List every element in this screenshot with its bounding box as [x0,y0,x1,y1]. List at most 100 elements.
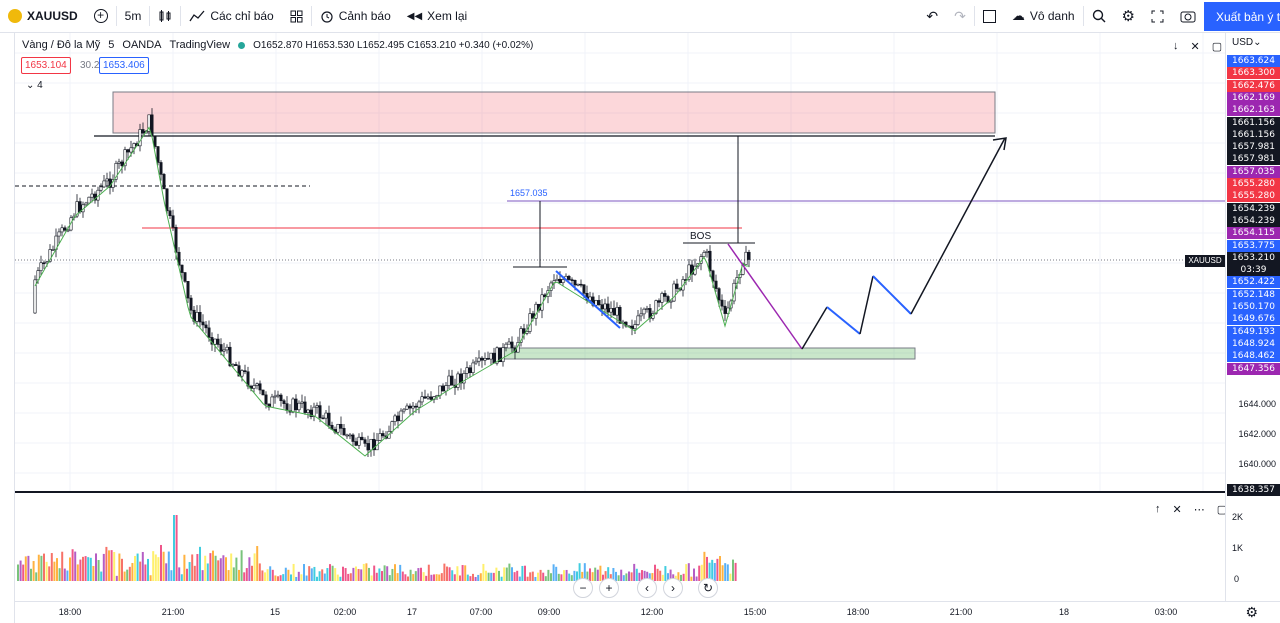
compare-button[interactable]: + [86,0,116,33]
square-icon [982,9,996,23]
volume-bar [227,570,230,581]
price-axis-label: 1649.676 [1227,313,1280,326]
volume-bar [180,574,183,581]
volume-bar [245,568,248,581]
price-axis-label: 1648.462 [1227,350,1280,363]
volume-bar [154,554,157,581]
camera-icon [1180,11,1196,23]
volume-bar [160,544,162,581]
fullscreen-button[interactable] [1143,0,1172,33]
arrow-up-icon[interactable]: ↑ [1155,503,1161,515]
supply-zone [112,91,996,134]
candle-body [441,385,445,392]
indicators-toggle[interactable]: ⌄ 4 [26,80,43,91]
volume-bar [477,574,480,581]
chart-pane[interactable]: 1657.035 BOS [15,33,1225,601]
volume-bar [368,567,370,581]
symbol-search[interactable]: XAUUSD [0,0,86,33]
layout-name-button[interactable]: ☁ Vô danh [1004,0,1083,33]
snapshot-button[interactable] [1172,0,1204,33]
volume-bar [448,567,451,581]
volume-bar [69,557,71,581]
volume-bar [716,558,719,581]
candle-body [354,441,358,446]
more-icon[interactable]: ⋯ [1193,504,1205,516]
time-label: 03:00 [1154,607,1178,617]
volume-bar [568,573,571,581]
chart-type-button[interactable] [150,0,180,33]
alerts-button[interactable]: Cảnh báo [312,0,399,33]
candle-body [420,396,424,403]
price-tick: 1640.000 [1238,459,1276,469]
close-icon[interactable]: ✕ [1190,41,1200,53]
volume-bar [318,571,321,581]
volume-bar [443,563,446,581]
search-button[interactable] [1084,0,1114,33]
settings-button[interactable]: ⚙ [1114,0,1143,33]
gear-icon[interactable]: ⚙ [1245,604,1258,620]
candle-body [579,283,583,286]
templates-button[interactable] [282,0,311,33]
volume-bar [204,555,207,581]
buy-price-button[interactable]: 1653.406 [99,57,149,74]
volume-bar [388,575,391,581]
volume-bar [589,568,591,581]
sell-price-button[interactable]: 1653.104 [21,57,71,74]
volume-bar [295,576,298,581]
undo-button[interactable]: ↶ [918,0,946,33]
indicators-button[interactable]: Các chỉ báo [181,0,281,33]
volume-bar [635,568,638,581]
divider [1082,6,1084,26]
interval-button[interactable]: 5m [117,0,150,33]
candle-body [303,401,307,413]
price-axis-label: 1662.169 [1227,91,1280,104]
currency-selector[interactable]: USD⌄ [1232,37,1262,48]
volume-bar [459,575,461,581]
projection-black [859,275,874,335]
price-chart[interactable]: 1657.035 BOS [15,33,1225,601]
volume-bar [279,575,282,581]
publish-idea-button[interactable]: Xuất bản ý tưởng [1204,2,1280,31]
volume-bar [347,573,350,581]
zoom-out-button[interactable]: − [573,578,593,598]
volume-bar [56,558,58,581]
close-icon[interactable]: ✕ [1172,504,1182,516]
volume-bar [199,546,201,581]
drawing-toolbar-edge[interactable] [0,33,15,623]
maximize-icon[interactable]: ▢ [1216,504,1228,516]
volume-bar [214,555,217,581]
redo-button[interactable]: ↷ [946,0,974,33]
volume-bar [136,553,139,581]
volume-bar [381,571,383,581]
candle-body [702,252,706,257]
zoom-in-button[interactable]: + [599,578,619,598]
volume-bar [173,515,175,581]
price-axis-label: 1661.156 [1227,116,1280,129]
scroll-left-button[interactable]: ‹ [637,578,657,598]
volume-bar [651,573,654,581]
maximize-icon[interactable]: ▢ [1211,41,1223,53]
volume-bar [641,570,643,581]
scroll-right-button[interactable]: › [663,578,683,598]
time-label: 07:00 [469,607,493,617]
time-axis[interactable]: 18:00 21:00 15 02:00 17 07:00 09:00 12:00 15:00 1… [15,601,1280,623]
volume-bar [310,568,313,581]
layout-select-button[interactable] [975,0,1004,33]
volume-bar [433,574,435,581]
price-axis[interactable]: 1663.624 1663.300 1662.476 1662.169 1662.163… [1225,33,1280,601]
candle-body [405,405,409,410]
replay-button[interactable]: ◀◀ Xem lại [399,0,475,33]
volume-bar [157,557,160,581]
volume-bar [162,551,165,581]
candle-body [369,438,373,451]
volume-bar [45,561,48,581]
symbol-title[interactable]: Vàng / Đô la Mỹ [22,39,101,51]
candle-body [567,275,571,280]
arrow-down-icon[interactable]: ↓ [1173,40,1179,52]
volume-bar [391,568,394,581]
reset-chart-button[interactable]: ↻ [698,578,718,598]
volume-bar [615,571,617,581]
price-axis-label: 1657.035 [1227,165,1280,178]
volume-bar [511,567,513,581]
volume-bar [560,574,563,581]
